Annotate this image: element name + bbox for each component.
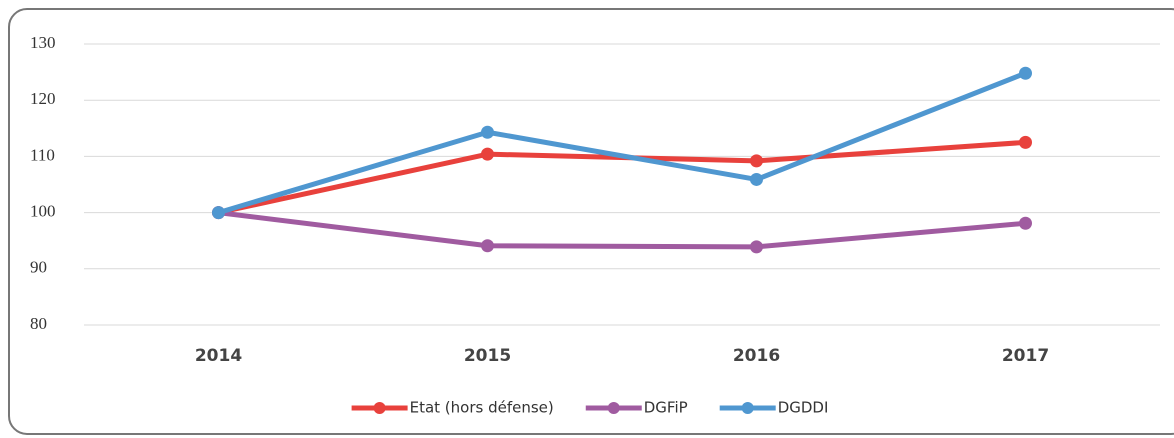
data-point bbox=[481, 147, 494, 161]
data-point bbox=[481, 239, 494, 253]
legend-label: DGDDI bbox=[778, 399, 829, 417]
y-tick-label: 130 bbox=[30, 33, 56, 52]
legend-marker bbox=[741, 402, 754, 414]
x-tick-label: 2017 bbox=[1002, 346, 1049, 366]
data-point bbox=[1019, 216, 1032, 230]
x-tick-label: 2014 bbox=[195, 346, 242, 366]
y-tick-label: 120 bbox=[30, 89, 56, 108]
series-line bbox=[218, 210, 1026, 250]
data-point bbox=[750, 172, 763, 186]
legend-marker bbox=[607, 402, 620, 414]
y-tick-label: 90 bbox=[30, 258, 47, 277]
data-point bbox=[1019, 66, 1032, 80]
data-point bbox=[750, 154, 763, 168]
legend: Etat (hors défense) DGFiP DGDDI bbox=[351, 399, 829, 417]
chart-frame bbox=[8, 8, 1174, 435]
y-tick-label: 110 bbox=[30, 145, 55, 164]
data-point bbox=[481, 125, 494, 139]
legend-marker bbox=[373, 402, 386, 414]
y-tick-label: 100 bbox=[30, 202, 56, 221]
plot-area: 80 90 100 110 120 130 2014 2015 2016 2017 bbox=[30, 33, 1160, 366]
x-tick-label: 2016 bbox=[733, 346, 780, 366]
legend-label: Etat (hors défense) bbox=[410, 399, 554, 417]
x-tick-label: 2015 bbox=[464, 346, 511, 366]
data-point bbox=[1019, 135, 1032, 149]
data-point bbox=[750, 240, 763, 254]
y-tick-label: 80 bbox=[30, 314, 47, 333]
series-line bbox=[217, 70, 1027, 215]
data-point bbox=[212, 206, 225, 220]
legend-label: DGFiP bbox=[644, 399, 688, 417]
